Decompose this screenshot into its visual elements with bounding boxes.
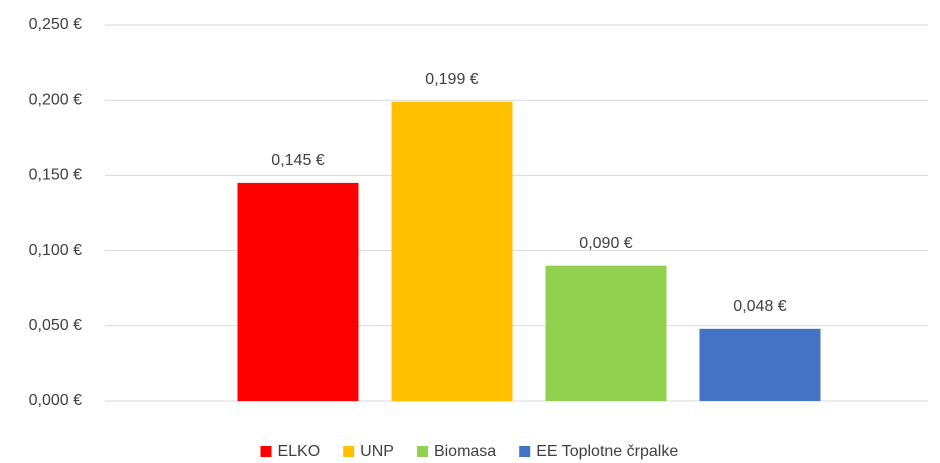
legend-label: EE Toplotne črpalke xyxy=(536,443,678,460)
data-label: 0,048 € xyxy=(733,298,786,315)
bar xyxy=(699,328,821,401)
bar xyxy=(237,182,359,401)
legend-label: Biomasa xyxy=(434,443,496,460)
data-label: 0,145 € xyxy=(271,152,324,169)
legend-swatch xyxy=(260,446,272,457)
legend-label: ELKO xyxy=(277,443,320,460)
bar xyxy=(391,101,513,401)
y-tick-label: 0,150 € xyxy=(29,167,82,184)
y-tick-label: 0,050 € xyxy=(29,317,82,334)
legend-swatch xyxy=(416,446,428,457)
legend-swatch xyxy=(343,446,355,457)
y-tick-label: 0,000 € xyxy=(29,392,82,409)
legend-label: UNP xyxy=(360,443,394,460)
data-label: 0,199 € xyxy=(425,71,478,88)
y-tick-label: 0,200 € xyxy=(29,91,82,108)
bar xyxy=(545,265,667,401)
legend-swatch xyxy=(519,446,531,457)
y-tick-label: 0,100 € xyxy=(29,242,82,259)
data-label: 0,090 € xyxy=(579,235,632,252)
y-tick-label: 0,250 € xyxy=(29,16,82,33)
